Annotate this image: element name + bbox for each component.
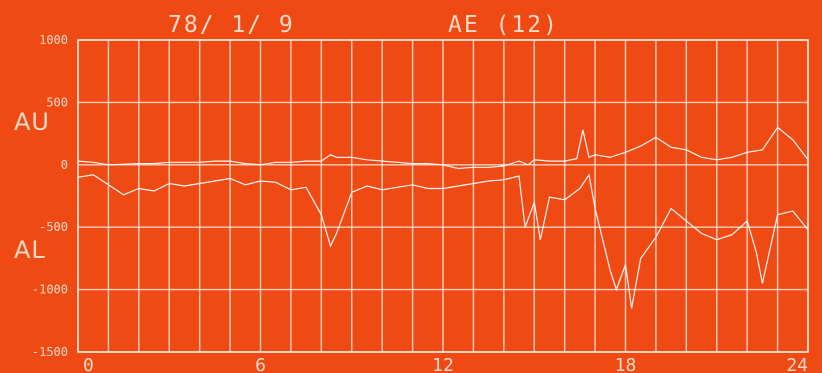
y-tick-label: -500 (39, 220, 68, 234)
x-tick-label: 12 (432, 355, 454, 373)
series-layer (77, 126, 809, 309)
plot-grid (77, 39, 809, 353)
y-tick-label: 500 (46, 95, 68, 109)
chart-title-index: AE (12) (448, 12, 559, 38)
series-label-au: AU (14, 108, 50, 136)
x-tick-label: 6 (255, 355, 266, 373)
series-label-al: AL (14, 236, 46, 264)
y-tick-label: 1000 (39, 33, 68, 47)
y-tick-label: -1000 (32, 283, 68, 297)
series-line-al (77, 173, 809, 309)
x-tick-label: 24 (786, 355, 808, 373)
x-tick-label: 0 (83, 355, 94, 373)
y-tick-label: 0 (61, 158, 68, 172)
plot-frame (77, 39, 809, 353)
chart-title-date: 78/ 1/ 9 (168, 12, 295, 38)
y-tick-labels: 1000 500 0 -500 -1000 -1500 (32, 33, 68, 359)
x-tick-label: 18 (615, 355, 637, 373)
series-line-au (77, 126, 809, 170)
y-tick-label: -1500 (32, 345, 68, 359)
x-tick-labels: 0 6 12 18 24 (83, 355, 808, 373)
